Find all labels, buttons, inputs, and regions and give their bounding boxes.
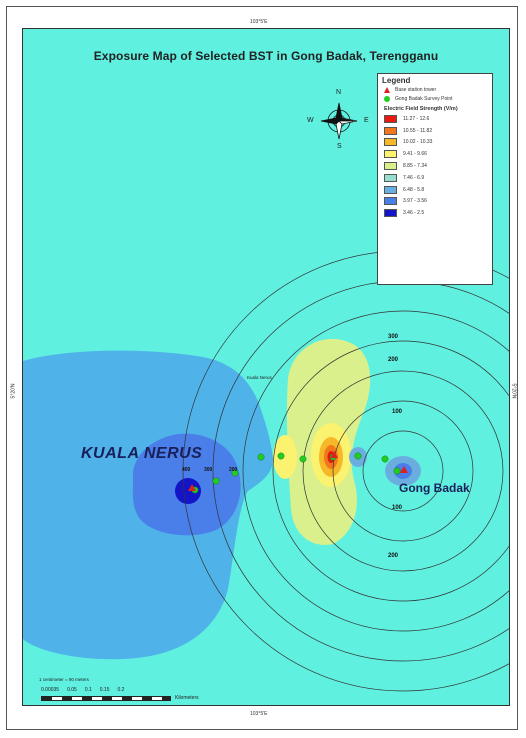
legend-symbol-label: Gong Badak Survey Point (395, 95, 453, 102)
legend-swatch (384, 150, 397, 159)
map-graphics (23, 102, 509, 692)
map-title: Exposure Map of Selected BST in Gong Bad… (93, 49, 439, 63)
compass-south: S (337, 143, 342, 150)
legend-symbol-row: Base station tower (384, 85, 492, 94)
legend-swatch (384, 197, 397, 206)
legend-swatch (384, 126, 397, 135)
legend-title: Legend (382, 76, 411, 85)
red-triangle-icon (384, 86, 390, 93)
legend-class-label: 10.55 - 11.82 (403, 127, 433, 134)
survey-point (354, 452, 362, 460)
base-station-tower-icon (188, 484, 196, 491)
scale-unit: Kilometers (175, 695, 199, 701)
ring-label: 200 (388, 357, 399, 363)
legend-swatch (384, 185, 397, 194)
scale-tick: 0.1 (84, 687, 92, 693)
exposure-map: Exposure Map of Selected BST in Gong Bad… (22, 28, 510, 706)
legend-class-row: 8.85 - 7.34 (384, 160, 492, 172)
coord-left: 5°20'N (10, 383, 17, 399)
legend-class-label: 7.46 - 6.9 (403, 174, 425, 181)
legend-class-label: 9.41 - 9.66 (403, 151, 427, 158)
legend-swatch (384, 173, 397, 182)
legend-class-row: 7.46 - 6.9 (384, 172, 492, 184)
base-station-tower-icon (400, 466, 408, 473)
legend-class-label: 3.97 - 3.56 (403, 198, 427, 205)
compass-north: N (336, 89, 342, 96)
legend-swatch (384, 162, 397, 171)
ring-label: 200 (388, 553, 399, 559)
legend-class-row: 9.41 - 9.66 (384, 148, 492, 160)
coord-top: 103°5'E (250, 19, 268, 25)
survey-point (257, 453, 265, 461)
legend-class-row: 11.27 - 12.6 (384, 113, 492, 125)
scale-tick: 0.05 (67, 687, 77, 693)
base-station-tower-icon (330, 451, 338, 458)
legend: Legend Base station tower Gong Badak Sur… (377, 73, 493, 285)
legend-class-row: 3.97 - 3.56 (384, 196, 492, 208)
north-arrow-icon (320, 102, 358, 140)
legend-class-row: 3.46 - 2.5 (384, 207, 492, 219)
survey-point (299, 455, 307, 463)
scale-note: 1 centimeter = 90 meters (39, 677, 89, 682)
survey-point (231, 469, 239, 477)
ring-label: 200 (229, 467, 238, 473)
legend-swatch (384, 138, 397, 147)
scale-tick: 0.15 (99, 687, 110, 693)
scale-bar (41, 696, 171, 701)
survey-point (277, 452, 285, 460)
ring-label: 100 (392, 505, 403, 511)
scale-tick-labels: 0.00035 0.05 0.1 0.15 0.2 (41, 687, 124, 693)
green-dot-icon (384, 95, 390, 102)
coord-right: 5°20'N (510, 383, 517, 399)
survey-point (393, 467, 401, 475)
compass-west: W (307, 117, 314, 124)
legend-class-label: 6.48 - 5.8 (403, 186, 425, 193)
legend-class-row: 10.02 - 10.33 (384, 137, 492, 149)
legend-class-list: 11.27 - 12.6 10.55 - 11.82 10.02 - 10.33 9.… (378, 113, 492, 219)
legend-class-label: 11.27 - 12.6 (403, 115, 430, 122)
ring-label: 300 (388, 334, 399, 340)
legend-class-row: 10.55 - 11.82 (384, 125, 492, 137)
ring-label: 400 (182, 467, 191, 473)
scale-tick: 0.00035 (41, 687, 60, 693)
legend-swatch (384, 209, 397, 218)
legend-swatch (384, 114, 397, 123)
legend-class-row: 6.48 - 5.8 (384, 184, 492, 196)
legend-class-label: 8.85 - 7.34 (403, 163, 427, 170)
label-gong-badak: Gong Badak (399, 481, 470, 495)
label-kuala-nerus: KUALA NERUS (81, 445, 203, 462)
legend-symbol-label: Base station tower (395, 86, 437, 93)
ring-label: 100 (392, 409, 403, 415)
legend-class-label: 3.46 - 2.5 (403, 210, 425, 217)
base-station-towers (188, 451, 408, 491)
survey-point (381, 455, 389, 463)
label-kuala-nerus-small: Kuala Nerus (247, 375, 272, 380)
legend-symbol-row: Gong Badak Survey Point (384, 94, 492, 103)
scale-tick: 0.2 (117, 687, 125, 693)
ring-label: 300 (204, 467, 213, 473)
survey-point (212, 477, 220, 485)
coord-bottom: 103°5'E (250, 711, 268, 717)
legend-field-title: Electric Field Strength (V/m) (384, 106, 458, 112)
field-zone-yellow-left (273, 435, 297, 479)
legend-class-label: 10.02 - 10.33 (403, 139, 433, 146)
compass-east: E (364, 117, 369, 124)
